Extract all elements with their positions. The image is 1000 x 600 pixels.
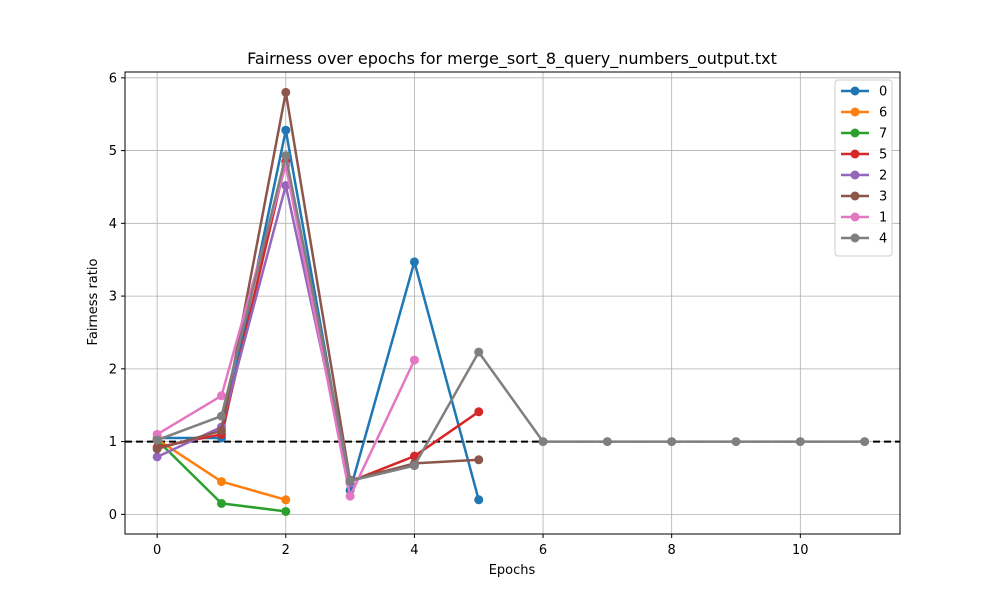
grid-lines	[125, 72, 900, 534]
series-7	[152, 435, 291, 516]
series-line	[157, 128, 480, 501]
data-point	[409, 461, 419, 471]
legend-label: 6	[879, 106, 887, 121]
legend-label: 1	[879, 211, 887, 226]
data-point	[667, 437, 677, 447]
legend: 0 6 7 5 2 3 1 4	[834, 79, 893, 257]
data-point	[474, 407, 484, 417]
data-point	[409, 355, 419, 365]
y-axis-ticks: 0 1 2 3 4 5 6	[109, 71, 125, 523]
x-tick-label: 10	[792, 543, 809, 558]
data-point	[795, 437, 805, 447]
data-point	[152, 444, 162, 454]
data-point	[602, 437, 612, 447]
data-point	[860, 437, 870, 447]
y-tick-label: 4	[109, 217, 117, 232]
x-tick-label: 8	[668, 543, 676, 558]
data-point	[281, 151, 291, 161]
legend-label: 3	[879, 190, 887, 205]
legend-label: 0	[879, 85, 887, 100]
x-tick-label: 4	[410, 543, 418, 558]
data-point	[281, 87, 291, 97]
legend-box	[834, 79, 893, 257]
data-point	[216, 391, 226, 401]
series-3	[152, 87, 484, 485]
legend-label: 5	[879, 148, 887, 163]
data-point	[152, 452, 162, 462]
y-axis-label: Fairness ratio	[86, 259, 101, 346]
legend-swatch-marker	[850, 86, 860, 96]
data-point	[216, 411, 226, 421]
data-point	[409, 451, 419, 461]
data-point	[731, 437, 741, 447]
legend-label: 7	[879, 127, 887, 142]
data-point	[474, 455, 484, 465]
y-tick-label: 6	[109, 71, 117, 86]
x-axis-label: Epochs	[489, 563, 536, 578]
y-tick-label: 0	[109, 508, 117, 523]
data-point	[216, 426, 226, 436]
legend-swatch-marker	[850, 212, 860, 222]
data-point	[281, 180, 291, 190]
y-tick-label: 2	[109, 362, 117, 377]
data-point	[409, 257, 419, 267]
x-tick-label: 6	[539, 543, 547, 558]
data-point	[345, 491, 355, 501]
x-axis-ticks: 0 2 4 6 8 10	[153, 534, 809, 558]
y-tick-label: 1	[109, 435, 117, 450]
data-point	[474, 347, 484, 357]
series-line	[156, 154, 865, 483]
legend-label: 4	[879, 232, 887, 247]
x-tick-label: 0	[153, 543, 161, 558]
data-point	[216, 498, 226, 508]
series-line	[156, 91, 479, 482]
legend-item-0: 0	[841, 85, 887, 100]
legend-label: 2	[879, 169, 887, 184]
data-point	[345, 476, 355, 486]
data-point	[281, 506, 291, 516]
legend-swatch-marker	[850, 128, 860, 138]
legend-swatch-marker	[850, 107, 860, 117]
legend-item-6: 6	[841, 106, 887, 121]
series-layer	[152, 87, 870, 516]
plot-frame	[124, 71, 901, 535]
data-point	[216, 477, 226, 487]
data-point	[538, 437, 548, 447]
data-point	[281, 495, 291, 505]
x-tick-label: 2	[282, 543, 290, 558]
legend-swatch-marker	[850, 149, 860, 159]
chart-title: Fairness over epochs for merge_sort_8_qu…	[247, 49, 777, 69]
legend-item-7: 7	[841, 127, 887, 142]
data-point	[281, 125, 291, 135]
y-tick-label: 5	[109, 144, 117, 159]
legend-item-2: 2	[841, 169, 887, 184]
legend-item-5: 5	[841, 148, 887, 163]
data-point	[474, 495, 484, 505]
legend-item-4: 4	[841, 232, 887, 247]
legend-swatch-marker	[850, 191, 860, 201]
y-tick-label: 3	[109, 290, 117, 305]
legend-swatch-marker	[850, 233, 860, 243]
data-point	[152, 435, 162, 445]
series-4	[152, 151, 870, 486]
legend-swatch-marker	[850, 170, 860, 180]
legend-item-1: 1	[841, 211, 887, 226]
legend-item-3: 3	[841, 190, 887, 205]
